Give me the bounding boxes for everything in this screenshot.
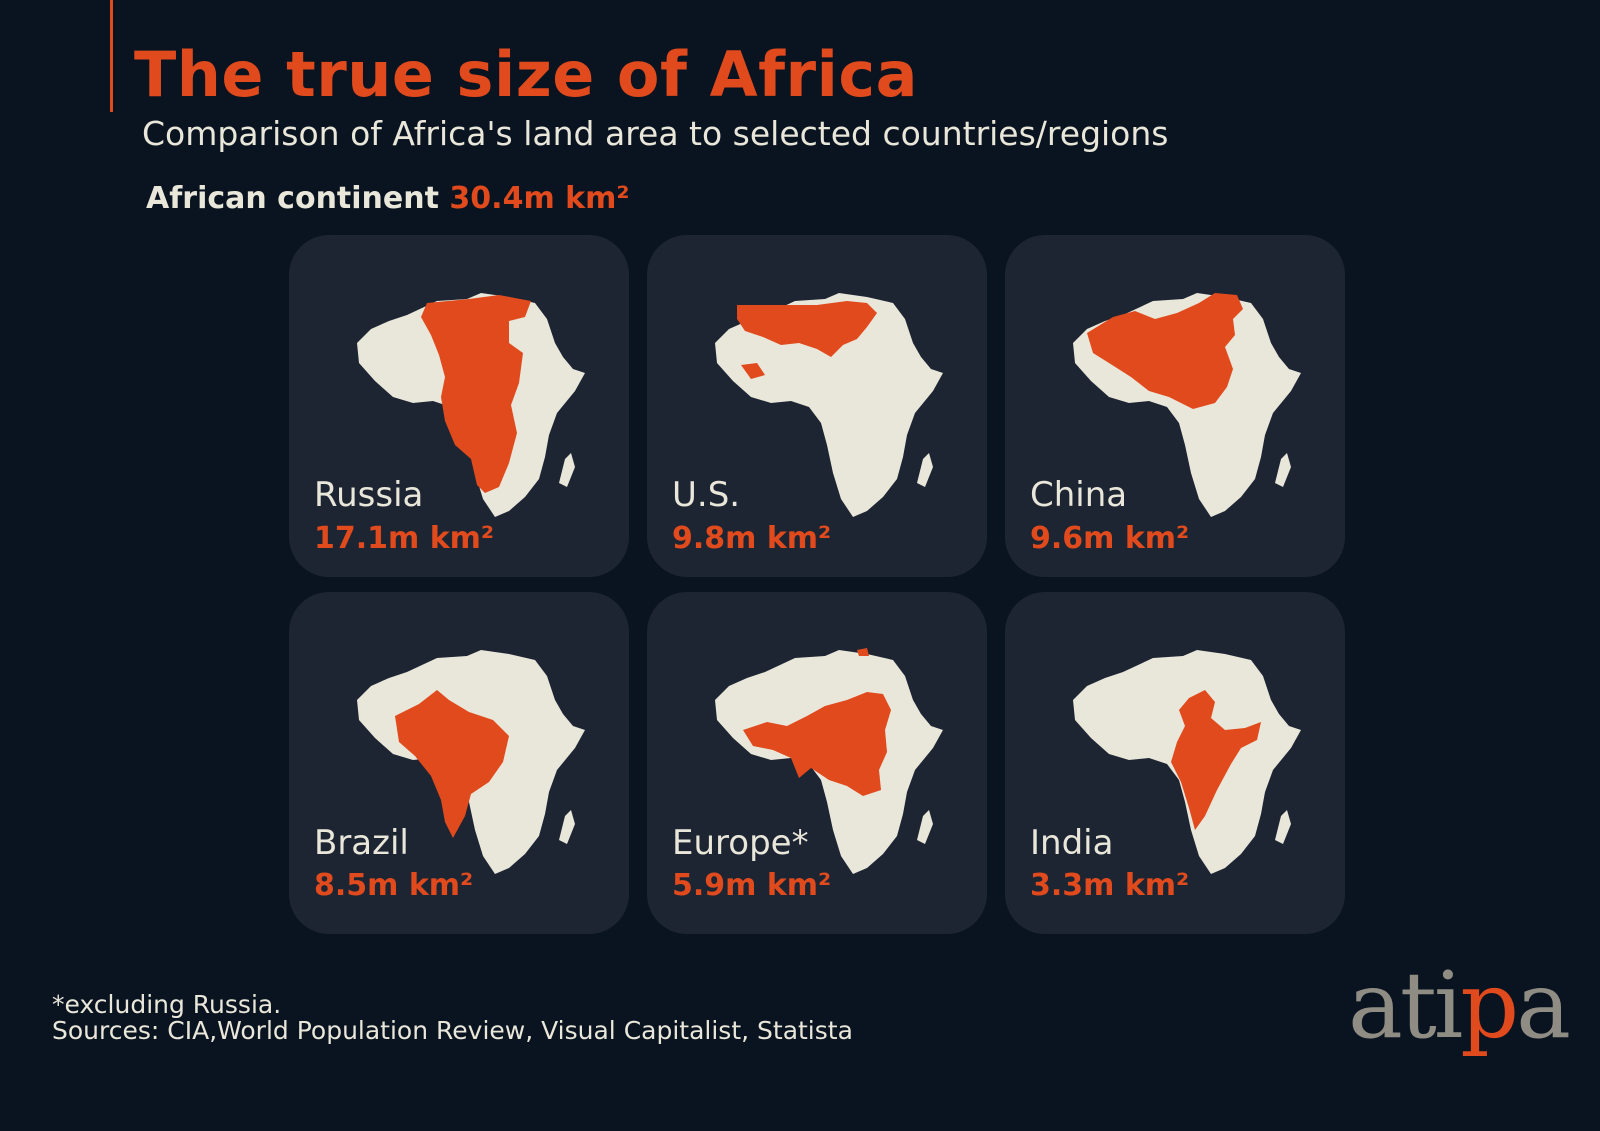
- country-area: 5.9m km²: [672, 868, 832, 903]
- country-name: China: [1030, 475, 1128, 515]
- europe-overlay-icon: [715, 648, 943, 874]
- card-china: China 9.6m km²: [1005, 235, 1345, 577]
- country-name: India: [1030, 823, 1114, 863]
- page-title: The true size of Africa: [134, 38, 918, 111]
- country-area: 17.1m km²: [314, 521, 495, 556]
- country-area: 9.8m km²: [672, 521, 832, 556]
- continent-value: 30.4m km²: [449, 181, 630, 216]
- card-india: India 3.3m km²: [1005, 592, 1345, 934]
- card-russia: Russia 17.1m km²: [289, 235, 629, 577]
- card-us: U.S. 9.8m km²: [647, 235, 987, 577]
- country-area: 8.5m km²: [314, 868, 474, 903]
- comparison-grid: Russia 17.1m km² U.S. 9.8m km² China 9.6…: [289, 235, 1345, 934]
- card-europe: Europe* 5.9m km²: [647, 592, 987, 934]
- us-overlay-icon: [715, 293, 943, 517]
- china-overlay-icon: [1073, 293, 1301, 517]
- card-brazil: Brazil 8.5m km²: [289, 592, 629, 934]
- country-area: 3.3m km²: [1030, 868, 1190, 903]
- continent-label: African continent: [146, 181, 439, 216]
- footnote-block: *excluding Russia. Sources: CIA,World Po…: [52, 992, 853, 1044]
- continent-total: African continent 30.4m km²: [146, 181, 630, 216]
- footnote: *excluding Russia.: [52, 990, 282, 1019]
- country-name: Brazil: [314, 823, 409, 863]
- country-area: 9.6m km²: [1030, 521, 1190, 556]
- country-name: Europe*: [672, 823, 809, 863]
- country-name: U.S.: [672, 475, 741, 515]
- brazil-overlay-icon: [357, 650, 585, 874]
- country-name: Russia: [314, 475, 424, 515]
- atipa-logo: atipa: [1348, 952, 1571, 1059]
- india-overlay-icon: [1073, 650, 1301, 874]
- sources: Sources: CIA,World Population Review, Vi…: [52, 1016, 853, 1045]
- accent-bar: [110, 0, 113, 112]
- page-subtitle: Comparison of Africa's land area to sele…: [142, 114, 1169, 153]
- russia-overlay-icon: [357, 293, 585, 517]
